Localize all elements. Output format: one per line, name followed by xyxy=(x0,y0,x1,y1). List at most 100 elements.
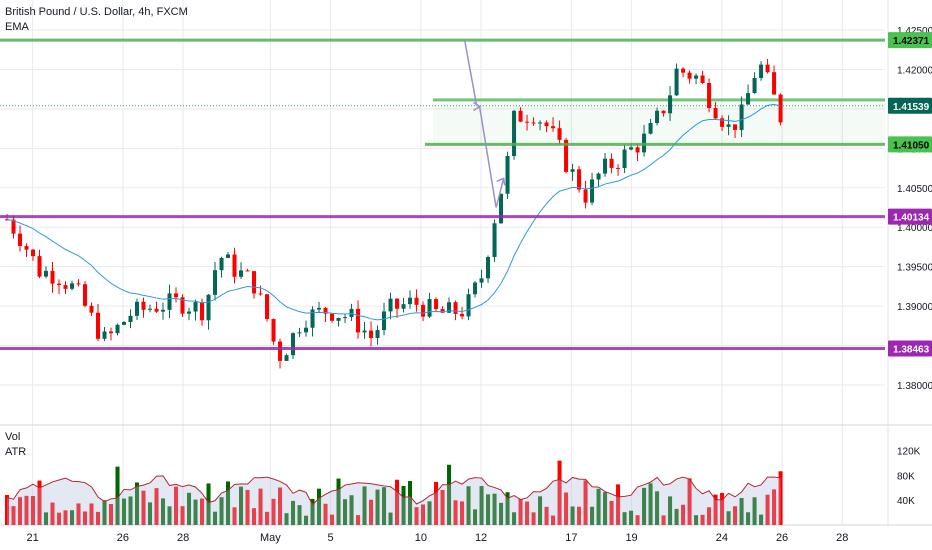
candle-body xyxy=(108,331,114,334)
candle-body xyxy=(427,299,432,317)
volume-bar xyxy=(304,515,309,525)
x-tick-label: May xyxy=(260,532,281,544)
volume-bar xyxy=(447,464,452,525)
candle-body xyxy=(551,126,556,129)
chart-title: British Pound / U.S. Dollar, 4h, FXCM xyxy=(5,6,188,18)
candle-body xyxy=(700,75,705,83)
volume-bar xyxy=(421,504,426,525)
volume-bar xyxy=(616,484,621,525)
volume-bar xyxy=(50,502,55,525)
candle-body xyxy=(713,107,718,119)
candle-body xyxy=(310,309,315,328)
candle-body xyxy=(655,110,660,124)
volume-bar xyxy=(147,502,153,525)
x-tick-label: 10 xyxy=(415,532,427,544)
candle-body xyxy=(200,302,205,321)
candle-body xyxy=(167,293,172,310)
candle-body xyxy=(95,312,101,339)
level-price-badge xyxy=(888,340,932,357)
volume-bar xyxy=(622,512,627,525)
volume-bar xyxy=(733,506,738,525)
candle-body xyxy=(11,219,16,234)
volume-bar xyxy=(252,508,257,525)
candle-body xyxy=(213,270,218,295)
candle-body xyxy=(102,331,107,339)
candle-body xyxy=(518,110,523,122)
volume-bar xyxy=(609,500,614,525)
candle-body xyxy=(297,332,302,334)
volume-bar xyxy=(356,515,361,525)
volume-bar xyxy=(557,460,562,525)
volume-bar xyxy=(200,498,205,525)
volume-bar xyxy=(765,494,770,525)
volume-bar xyxy=(434,481,439,525)
volume-bar xyxy=(486,494,491,525)
volume-bar xyxy=(661,515,666,525)
candle-body xyxy=(603,158,608,174)
candle-body xyxy=(726,124,731,127)
volume-bar xyxy=(108,504,114,525)
volume-bar xyxy=(700,514,705,525)
volume-bar xyxy=(271,498,276,525)
candle-body xyxy=(525,121,530,123)
volume-bar xyxy=(401,485,406,525)
candle-body xyxy=(557,128,562,140)
volume-bar xyxy=(17,497,23,525)
candle-body xyxy=(752,78,757,94)
candle-body xyxy=(30,249,36,257)
volume-bar xyxy=(408,481,413,525)
volume-bar xyxy=(778,471,783,525)
volume-bar xyxy=(414,507,419,525)
volume-bar xyxy=(37,480,42,525)
candle-body xyxy=(63,285,68,289)
candle-body xyxy=(635,147,640,153)
candle-body xyxy=(128,315,133,323)
volume-bar xyxy=(629,510,634,525)
candle-body xyxy=(609,158,614,168)
candle-body xyxy=(629,147,634,150)
volume-bar xyxy=(245,489,250,525)
volume-bar xyxy=(525,501,530,525)
y-tick-label: 1.40000 xyxy=(897,223,932,234)
volume-bar xyxy=(128,496,133,525)
candle-body xyxy=(56,283,62,286)
candle-body xyxy=(271,319,276,342)
projection-mid-arrowhead xyxy=(473,101,481,112)
candle-body xyxy=(115,324,120,334)
candle-body xyxy=(746,93,751,105)
volume-bar xyxy=(707,507,712,525)
volume-bar xyxy=(317,488,322,525)
volume-bar xyxy=(258,488,263,525)
candle-body xyxy=(538,122,543,124)
volume-bar xyxy=(167,506,172,525)
candle-body xyxy=(694,75,699,79)
volume-bar xyxy=(187,492,192,525)
volume-bar xyxy=(278,487,283,525)
candle-body xyxy=(187,311,192,314)
volume-bar xyxy=(590,506,595,525)
ema-line xyxy=(6,103,781,321)
x-tick-label: 26 xyxy=(117,532,129,544)
volume-bar xyxy=(206,483,211,525)
y-tick-label: 1.42000 xyxy=(897,65,932,76)
candle-body xyxy=(252,271,257,294)
candle-body xyxy=(434,299,439,310)
volume-bar xyxy=(518,499,523,525)
candle-body xyxy=(577,169,582,190)
candle-body xyxy=(356,308,361,333)
candle-body xyxy=(43,270,49,277)
y-tick-label: 1.39500 xyxy=(897,263,932,274)
x-tick-label: 26 xyxy=(776,532,788,544)
volume-bar xyxy=(681,504,686,525)
volume-bar xyxy=(265,511,270,525)
volume-bar xyxy=(232,507,237,525)
level-price-badge xyxy=(888,136,932,153)
volume-bar xyxy=(375,489,380,525)
x-tick-label: 21 xyxy=(26,532,38,544)
candle-body xyxy=(382,311,387,331)
candle-body xyxy=(291,333,296,356)
volume-bar xyxy=(226,481,231,525)
candle-body xyxy=(284,355,289,361)
candle-body xyxy=(590,179,595,203)
